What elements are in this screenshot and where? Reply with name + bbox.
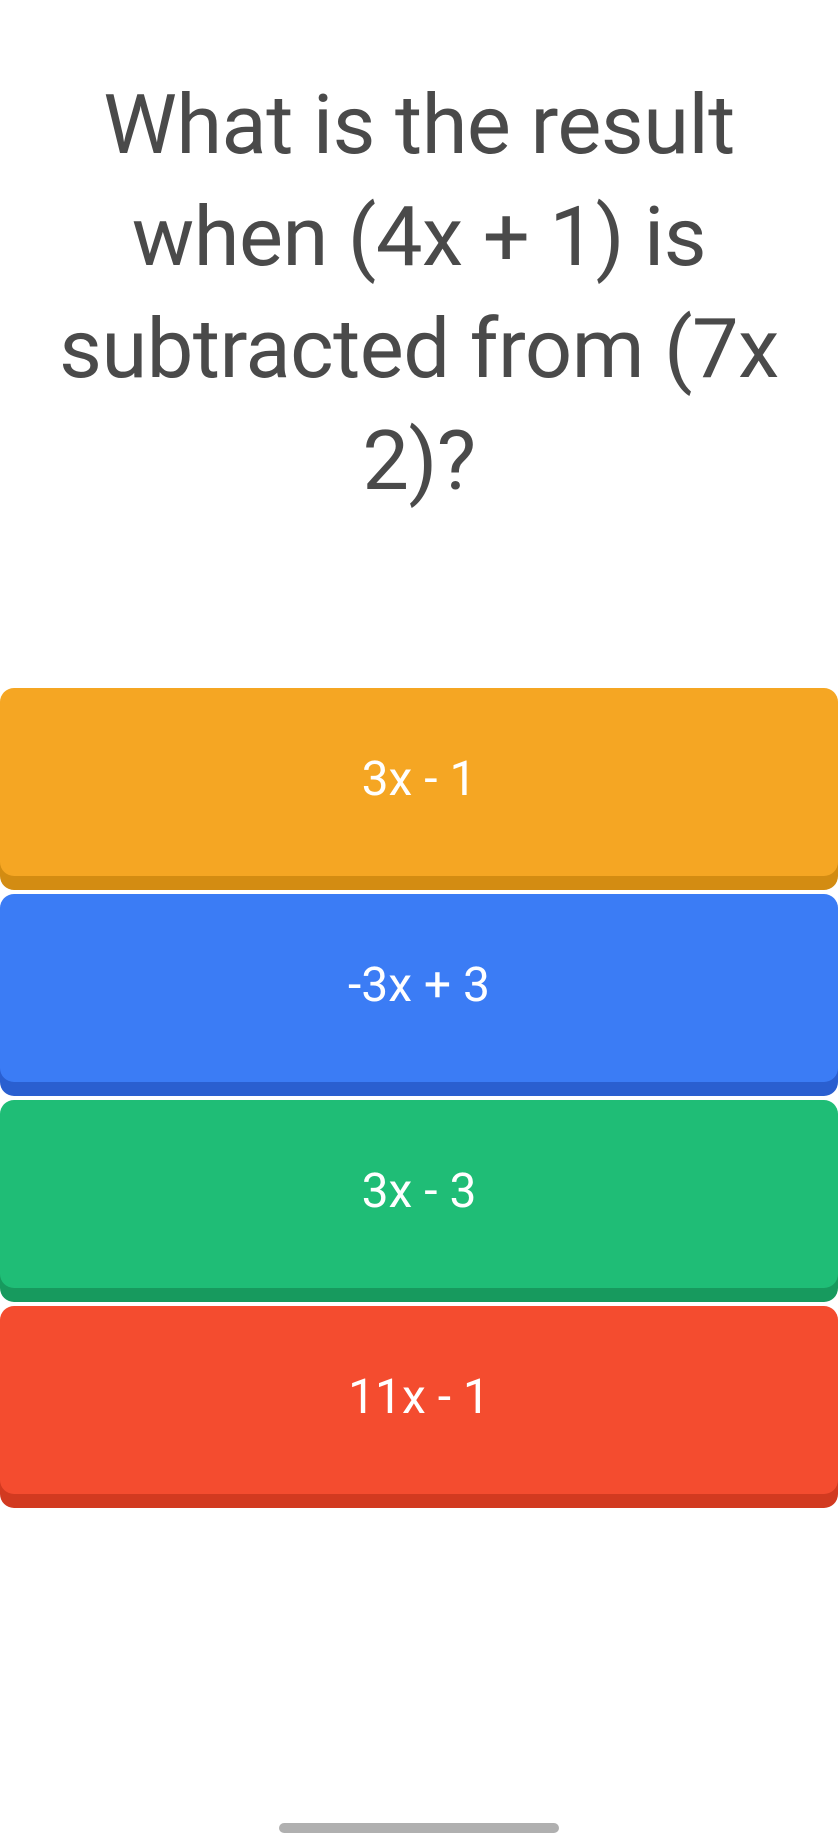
question-area: What is the result when (4x + 1) is subt… <box>0 0 838 518</box>
answer-option-a[interactable]: 3x - 1 <box>0 688 838 876</box>
answer-label: 11x - 1 <box>0 1306 838 1494</box>
quiz-container: What is the result when (4x + 1) is subt… <box>0 0 838 1845</box>
question-text: What is the result when (4x + 1) is subt… <box>20 70 818 518</box>
home-indicator <box>279 1823 559 1833</box>
answer-label: 3x - 1 <box>0 688 838 876</box>
answer-option-b[interactable]: -3x + 3 <box>0 894 838 1082</box>
answer-label: -3x + 3 <box>0 894 838 1082</box>
answers-list: 3x - 1 -3x + 3 3x - 3 11x - 1 <box>0 688 838 1494</box>
answer-label: 3x - 3 <box>0 1100 838 1288</box>
answer-option-c[interactable]: 3x - 3 <box>0 1100 838 1288</box>
answer-option-d[interactable]: 11x - 1 <box>0 1306 838 1494</box>
